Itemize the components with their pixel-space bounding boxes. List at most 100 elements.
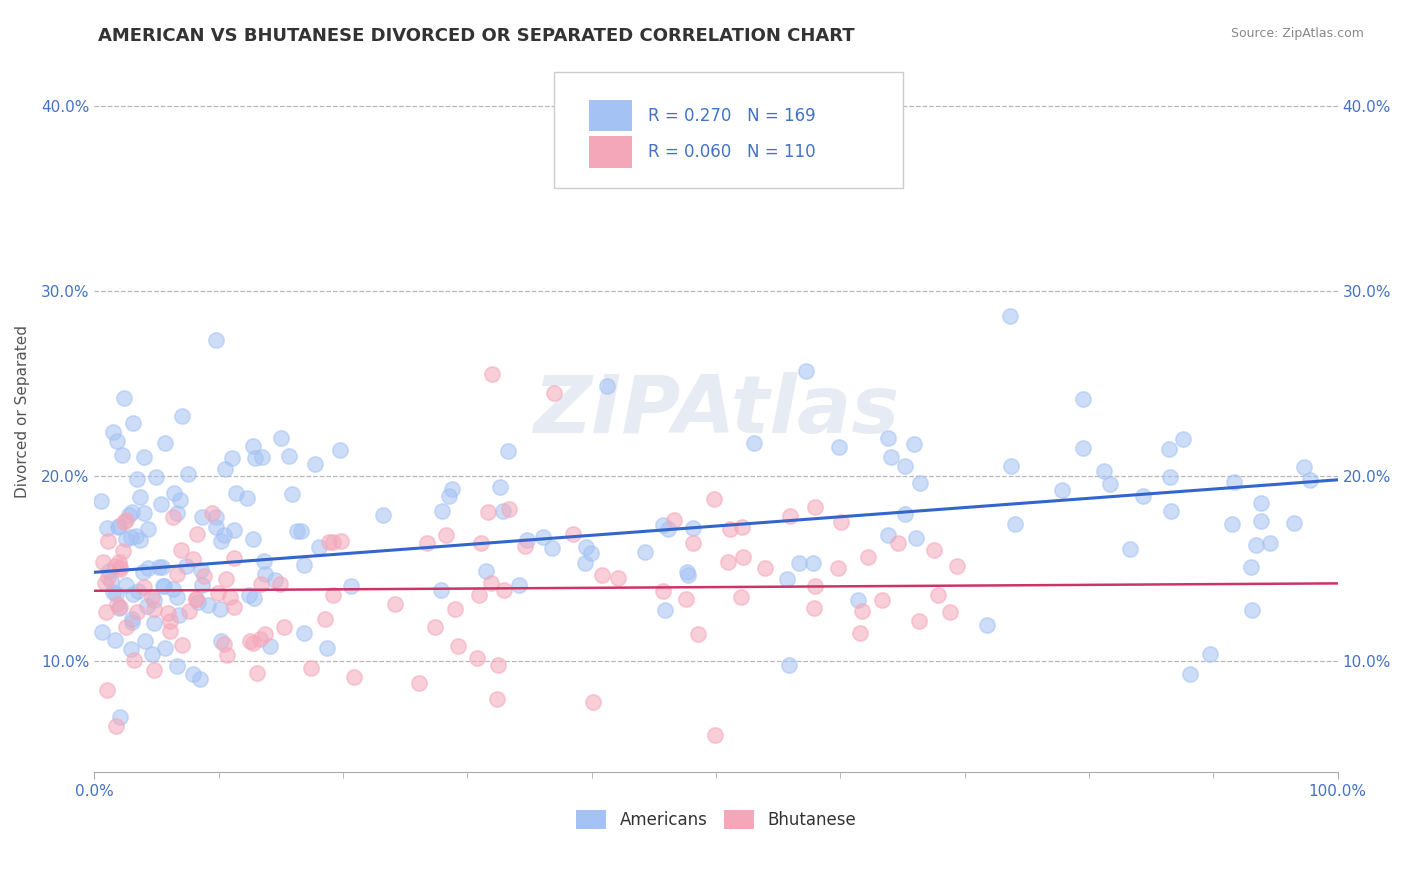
Point xyxy=(253,567,276,582)
Point xyxy=(880,450,903,465)
Point xyxy=(827,440,849,454)
Point xyxy=(121,505,143,519)
Point xyxy=(904,531,927,545)
Point xyxy=(1000,459,1022,474)
Point xyxy=(1282,516,1305,530)
Point xyxy=(114,513,136,527)
Point xyxy=(91,555,114,569)
Point xyxy=(1294,460,1316,475)
Point xyxy=(686,626,709,640)
Point xyxy=(682,536,704,550)
FancyBboxPatch shape xyxy=(589,100,631,131)
Point xyxy=(830,515,852,529)
Point xyxy=(215,573,238,587)
Point xyxy=(858,549,880,564)
Point xyxy=(166,591,188,605)
Point xyxy=(299,661,322,675)
Point xyxy=(186,591,208,606)
Point xyxy=(170,409,193,423)
Point xyxy=(111,543,134,558)
Point xyxy=(132,450,155,464)
Point xyxy=(100,574,122,588)
Point xyxy=(150,497,173,511)
Point xyxy=(136,522,159,536)
Point xyxy=(152,579,174,593)
Point xyxy=(132,580,155,594)
Point xyxy=(1159,470,1181,484)
Point xyxy=(134,634,156,648)
Point xyxy=(222,524,245,538)
Point xyxy=(235,491,257,505)
Point xyxy=(94,575,117,590)
Point xyxy=(664,512,686,526)
Point xyxy=(128,533,150,547)
Point xyxy=(107,520,129,534)
Point xyxy=(1240,603,1263,617)
Point xyxy=(582,695,605,709)
Point xyxy=(468,588,491,602)
Text: R = 0.270   N = 169: R = 0.270 N = 169 xyxy=(648,107,815,125)
Point xyxy=(222,551,245,566)
Point xyxy=(122,653,145,667)
Point xyxy=(1132,489,1154,503)
Point xyxy=(193,568,215,582)
Point xyxy=(90,494,112,508)
Point xyxy=(141,647,163,661)
Point xyxy=(127,584,149,599)
Point xyxy=(731,520,754,534)
Point xyxy=(108,560,131,574)
Point xyxy=(322,535,344,549)
FancyBboxPatch shape xyxy=(589,136,631,168)
Point xyxy=(516,533,538,547)
Point xyxy=(188,672,211,686)
Point xyxy=(531,530,554,544)
Point xyxy=(148,559,170,574)
Point xyxy=(177,467,200,481)
Point xyxy=(166,506,188,520)
Point xyxy=(97,534,120,549)
Point xyxy=(827,560,849,574)
Point xyxy=(225,486,247,500)
Point xyxy=(903,437,925,451)
Point xyxy=(343,670,366,684)
Point xyxy=(1178,667,1201,681)
Point xyxy=(491,504,513,518)
Point xyxy=(214,528,236,542)
Point xyxy=(135,599,157,613)
Point xyxy=(104,558,127,573)
Point xyxy=(163,485,186,500)
Point xyxy=(253,627,276,641)
Point xyxy=(112,515,135,529)
Point xyxy=(434,528,457,542)
Point xyxy=(101,584,124,599)
Point xyxy=(340,579,363,593)
Point xyxy=(181,666,204,681)
Point xyxy=(269,576,291,591)
Point xyxy=(107,519,129,533)
Point xyxy=(273,620,295,634)
Point xyxy=(1099,477,1122,491)
Point xyxy=(209,533,232,548)
Point xyxy=(117,508,139,522)
Point xyxy=(166,659,188,673)
Point xyxy=(801,556,824,570)
Point xyxy=(562,526,585,541)
Point xyxy=(754,561,776,575)
Point xyxy=(108,599,131,614)
Point xyxy=(779,509,801,524)
Point xyxy=(294,558,316,573)
Point xyxy=(634,544,657,558)
Point xyxy=(115,578,138,592)
Point xyxy=(938,605,960,619)
Point xyxy=(125,529,148,543)
Point xyxy=(166,566,188,581)
Point xyxy=(496,444,519,458)
Point xyxy=(1250,495,1272,509)
Point xyxy=(238,634,260,648)
Point xyxy=(474,564,496,578)
Point xyxy=(304,457,326,471)
Legend: Americans, Bhutanese: Americans, Bhutanese xyxy=(569,804,863,836)
Point xyxy=(167,608,190,623)
Point xyxy=(870,592,893,607)
Point xyxy=(945,559,967,574)
